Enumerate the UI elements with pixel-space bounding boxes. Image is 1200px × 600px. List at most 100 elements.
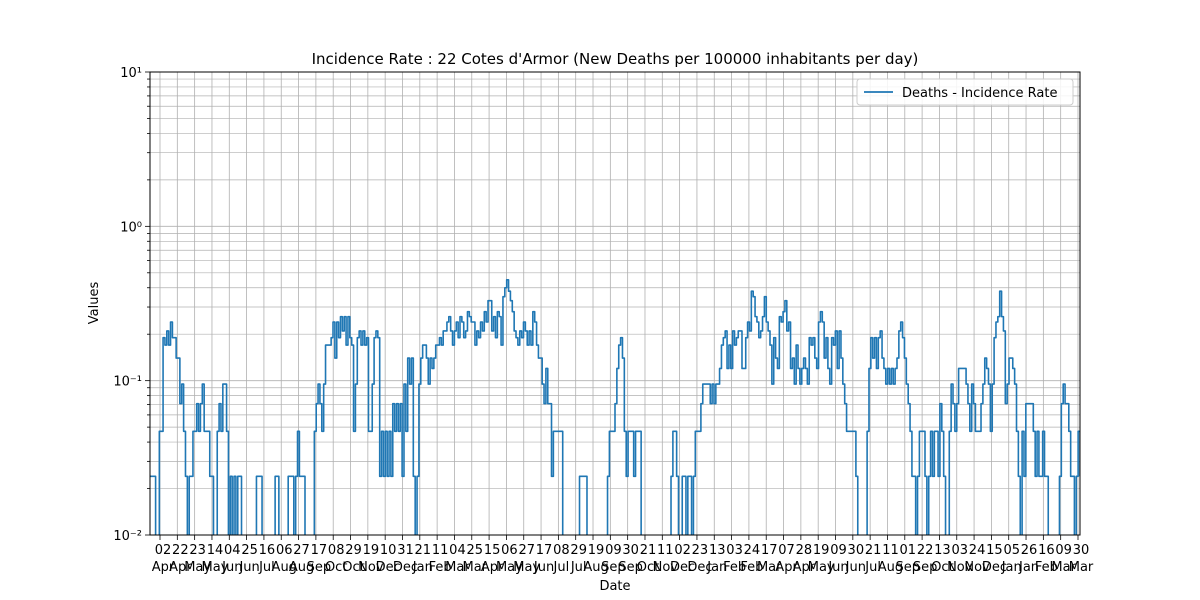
x-tick-label: Apr [793, 560, 816, 575]
x-tick-label: 30 [622, 543, 639, 558]
x-tick-label: Feb [1035, 560, 1058, 575]
x-tick-label: 05 [1003, 543, 1020, 558]
x-tick-label: Jul [570, 560, 587, 575]
x-tick-label: 14 [207, 543, 224, 558]
x-tick-label: 13 [934, 543, 951, 558]
x-tick-label: 19 [813, 543, 830, 558]
x-tick-label: Jul [553, 560, 570, 575]
x-tick-label: 21 [865, 543, 882, 558]
x-tick-label: Mar [445, 560, 470, 575]
x-tick-label: Sep [307, 560, 332, 575]
x-tick-label: Apr [775, 560, 798, 575]
x-tick-label: 29 [345, 543, 362, 558]
x-tick-label: 11 [882, 543, 899, 558]
x-tick-label: 30 [848, 543, 865, 558]
x-tick-label: 24 [744, 543, 761, 558]
x-tick-label: Mar [1069, 560, 1094, 575]
x-tick-label: 26 [1021, 543, 1038, 558]
x-tick-label: May [496, 560, 523, 575]
x-tick-label: 25 [241, 543, 258, 558]
x-tick-label: 23 [189, 543, 206, 558]
x-tick-label: 29 [570, 543, 587, 558]
x-tick-label: 27 [518, 543, 535, 558]
x-axis-label: Date [599, 579, 630, 594]
x-tick-label: Oct [325, 560, 347, 575]
legend-box [856, 78, 1074, 106]
x-tick-label: Nov [964, 560, 990, 575]
legend-label: Deaths - Incidence Rate [902, 86, 1057, 101]
x-tick-labels: 02Apr22Apr23May14May04Jun25Jun16Jul06Aug… [152, 543, 1094, 575]
x-tick-label: 28 [796, 543, 813, 558]
x-tick-label: 07 [778, 543, 795, 558]
x-tick-label: 15 [484, 543, 501, 558]
chart-title: Incidence Rate : 22 Cotes d'Armor (New D… [312, 50, 919, 68]
x-tick-label: May [808, 560, 835, 575]
series-line [150, 279, 1080, 535]
x-tick-label: 08 [328, 543, 345, 558]
x-tick-label: May [184, 560, 211, 575]
x-tick-label: 17 [311, 543, 328, 558]
x-tick-label: 13 [709, 543, 726, 558]
y-tick-labels: 10⁻² 10⁻¹ 10⁰ 10¹ [113, 66, 142, 544]
x-tick-label: 30 [1073, 543, 1090, 558]
x-tick-label: 15 [986, 543, 1003, 558]
x-tick-label: Jul [864, 560, 881, 575]
x-tick-label: Oct [931, 560, 953, 575]
x-tick-label: Aug [878, 560, 903, 575]
plot-frame [149, 71, 1081, 536]
x-tick-label: Jun [827, 560, 848, 575]
x-tick-label: Jun [221, 560, 242, 575]
x-tick-label: Apr [152, 560, 175, 575]
x-tick-label: Nov [653, 560, 679, 575]
tick-marks [145, 71, 1079, 540]
x-tick-label: 11 [432, 543, 449, 558]
x-tick-label: 25 [467, 543, 484, 558]
x-tick-label: Feb [723, 560, 746, 575]
x-tick-label: Oct [342, 560, 364, 575]
x-tick-label: Jun [238, 560, 259, 575]
x-tick-label: 27 [293, 543, 310, 558]
y-tick-label: 10¹ [120, 66, 142, 81]
x-tick-label: Sep [913, 560, 938, 575]
x-tick-label: Jun [845, 560, 866, 575]
x-tick-label: 01 [900, 543, 917, 558]
x-tick-label: 22 [917, 543, 934, 558]
x-tick-label: 09 [1055, 543, 1072, 558]
x-tick-label: Mar [1051, 560, 1076, 575]
y-tick-label: 10⁰ [120, 220, 142, 235]
legend: Deaths - Incidence Rate [856, 78, 1074, 106]
x-tick-label: Mar [757, 560, 782, 575]
x-tick-label: Oct [637, 560, 659, 575]
x-tick-label: Aug [583, 560, 608, 575]
x-tick-label: Jan [1018, 560, 1039, 575]
x-tick-label: Dec [670, 560, 695, 575]
y-tick-label: 10⁻¹ [113, 375, 142, 390]
x-tick-label: Dec [376, 560, 401, 575]
x-tick-label: 02 [674, 543, 691, 558]
x-tick-label: 08 [553, 543, 570, 558]
x-tick-label: Dec [687, 560, 712, 575]
x-tick-label: 17 [761, 543, 778, 558]
x-tick-label: Feb [429, 560, 452, 575]
x-tick-label: 11 [657, 543, 674, 558]
x-tick-label: 24 [969, 543, 986, 558]
x-tick-label: 21 [415, 543, 432, 558]
x-tick-label: 09 [605, 543, 622, 558]
grid [150, 72, 1080, 536]
x-tick-label: Sep [601, 560, 626, 575]
x-tick-label: Jan [1001, 560, 1022, 575]
x-tick-label: 04 [449, 543, 466, 558]
x-tick-label: Dec [982, 560, 1007, 575]
x-tick-label: Jun [533, 560, 554, 575]
x-tick-label: Sep [618, 560, 643, 575]
x-tick-label: 23 [692, 543, 709, 558]
x-tick-label: Jan [706, 560, 727, 575]
x-tick-label: 06 [501, 543, 518, 558]
x-tick-label: 10 [380, 543, 397, 558]
x-tick-label: 04 [224, 543, 241, 558]
x-tick-label: 19 [363, 543, 380, 558]
y-axis-label: Values [87, 282, 102, 325]
x-tick-label: 02 [155, 543, 172, 558]
y-tick-label: 10⁻² [113, 529, 142, 544]
